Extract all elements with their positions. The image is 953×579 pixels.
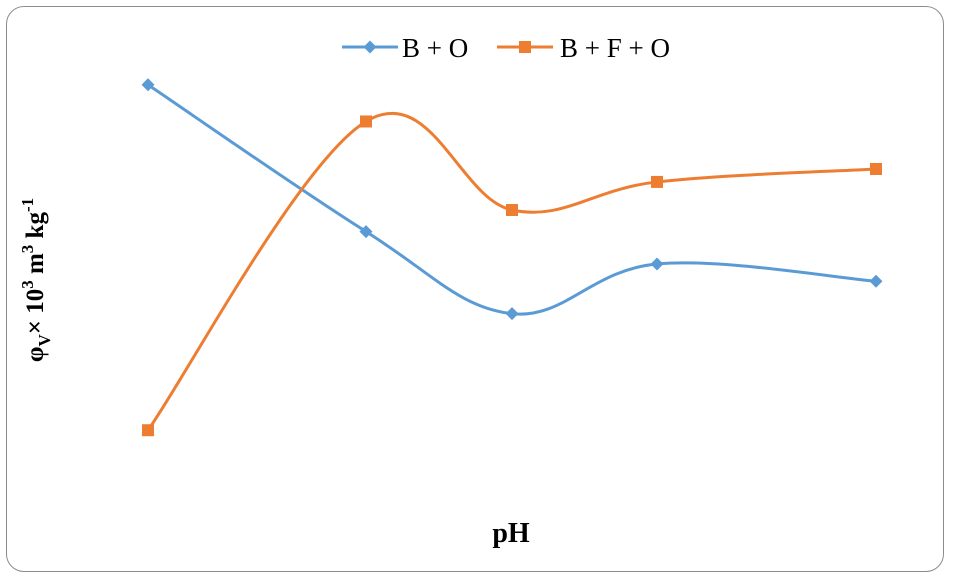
series-layer — [141, 78, 883, 437]
legend: B + O B + F + O — [342, 33, 670, 63]
legend-label-b-f-o: B + F + O — [560, 33, 670, 63]
data-point-b-f-o-4 — [651, 175, 663, 188]
y-axis-title: φV× 103 m3 kg-1 — [18, 198, 54, 362]
data-point-b-f-o-2 — [360, 115, 372, 128]
data-point-b-f-o-5 — [870, 162, 882, 175]
x-axis-title: pH — [492, 518, 530, 549]
data-point-b-o-3 — [505, 307, 519, 321]
data-point-b-f-o-1 — [142, 424, 154, 437]
data-point-b-o-2 — [359, 225, 373, 239]
chart-frame — [6, 6, 944, 572]
legend-marker-b-o — [363, 40, 377, 54]
series-line-b-o — [147, 83, 877, 316]
data-point-b-f-o-3 — [506, 204, 518, 216]
legend-marker-b-f-o — [519, 41, 531, 53]
data-point-b-o-5 — [869, 274, 883, 288]
data-point-b-o-1 — [141, 78, 155, 92]
series-line-b-f-o — [146, 111, 877, 432]
data-point-b-o-4 — [650, 257, 664, 271]
legend-label-b-o: B + O — [402, 33, 468, 63]
